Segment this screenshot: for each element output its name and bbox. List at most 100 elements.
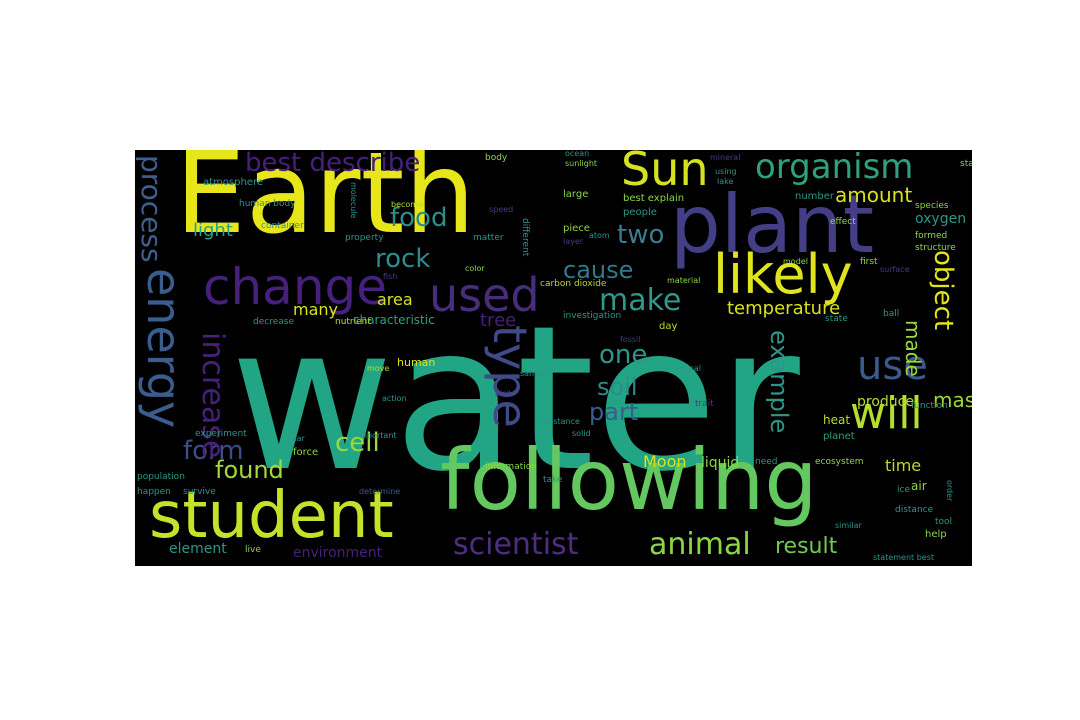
word: Earth [175,150,476,259]
word: material [667,276,701,285]
word: surface [880,265,910,274]
word: will [850,388,923,439]
word: effect [830,217,856,227]
word: layer [563,237,584,246]
word: object [928,250,958,331]
word: color [465,264,485,273]
word: light [193,220,233,241]
word: molecule [349,182,358,219]
word: sample [520,369,550,378]
word: similar [835,521,862,530]
word: investigation [563,311,622,321]
word: form [183,436,244,466]
word: help [925,529,947,540]
word: become [391,200,424,209]
word: cause [563,256,634,284]
word: property [345,233,384,243]
word: force [293,447,319,458]
word: species [915,201,949,211]
word: atom [589,231,610,240]
word: Sun [621,150,709,196]
word: result [775,534,838,559]
word: large [563,189,589,200]
word: part [589,398,639,426]
word: human [397,356,436,369]
word: area [377,290,413,309]
word: move [367,364,390,373]
word: people [623,207,657,218]
word: one [599,340,648,370]
word: used [429,268,540,322]
word: take [543,475,563,485]
word: liquid [701,455,740,471]
word: ice [897,485,910,495]
word: mass [933,388,972,412]
word: air [911,479,927,493]
word: day [659,321,678,332]
word: characteristic [353,313,435,327]
word: determine [359,487,401,496]
word: environment [293,545,383,561]
word: oxygen [915,211,967,227]
word: piece [563,223,590,234]
word: order [945,480,954,502]
word: chemical [665,364,701,373]
word: scientist [453,527,579,562]
word: tool [935,517,953,527]
word: temperature [727,298,841,319]
word: distance [895,505,934,515]
word: use [857,343,928,389]
word: rock [375,244,431,274]
word: increase [195,332,230,459]
word: cell [335,428,380,458]
word: different [520,218,530,257]
word: important [357,431,397,440]
word: number [795,191,835,202]
word: lake [717,177,734,186]
word: nutrient [335,317,371,327]
word: made [901,320,925,377]
word: example [765,330,793,434]
word: carbon dioxide [540,279,607,289]
word: matter [473,233,504,243]
word: experiment [195,429,247,439]
word: live [245,545,261,555]
word: fossil [620,335,641,344]
word: found [215,456,284,484]
word: year [287,434,305,443]
word: container [261,221,304,231]
word: following [440,431,818,529]
word: mineral [710,153,741,162]
word: first [860,257,878,267]
word: speed [489,205,514,214]
word: soil [597,373,638,401]
word: time [885,456,922,475]
word: tree [480,310,517,331]
word: make [599,283,682,318]
word: amount [835,183,913,207]
word: likely [713,243,853,306]
word: energy [137,268,191,429]
word: Moon [643,452,687,471]
word: fish [383,272,398,281]
word: substance [539,417,580,426]
word: water [230,283,800,516]
word: population [137,472,185,482]
word: many [293,300,338,319]
word: student [149,479,394,553]
word: animal [649,527,751,562]
word: ocean [565,150,590,158]
word: formed [915,231,948,241]
word: planet [823,431,855,442]
word: statement best [873,553,935,562]
word: model [783,257,808,266]
word: element [169,541,227,557]
word: bird [495,389,511,398]
word: produce [857,394,914,410]
word: state [825,314,848,324]
word: best explain [623,193,685,204]
word: food [390,203,448,233]
word: plant [670,178,875,271]
word: using [715,167,737,176]
word: organism [755,150,914,187]
